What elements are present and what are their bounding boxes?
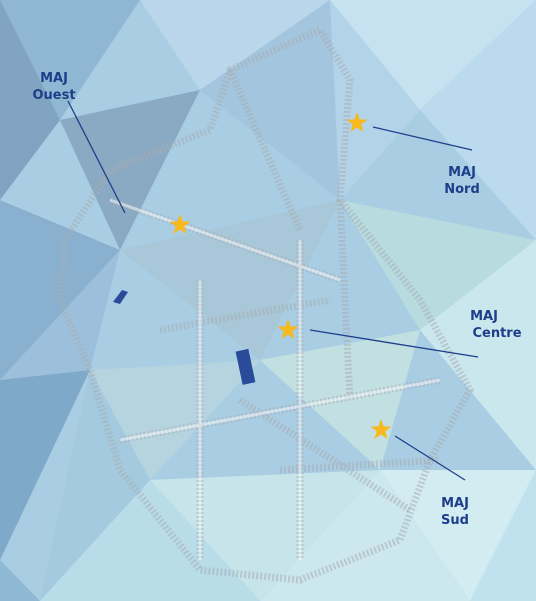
marker-label: MAJ	[40, 71, 68, 86]
leader-lines	[67, 100, 479, 481]
leader-line	[309, 329, 479, 358]
marker-label: Nord	[444, 182, 480, 197]
marker-label: MAJ	[470, 309, 498, 324]
leader-line	[372, 126, 473, 151]
marker-label: Centre	[472, 326, 521, 341]
leader-line	[394, 435, 466, 481]
labels: MAJ Ouest MAJ Nord MAJ Centre MAJ Sud	[32, 71, 521, 528]
marker-label: Sud	[441, 513, 469, 528]
marker-label: Ouest	[32, 88, 75, 103]
leader-line	[67, 100, 126, 214]
marker-label: MAJ	[441, 496, 469, 511]
district-outline	[56, 25, 475, 584]
marker-label: MAJ	[448, 165, 476, 180]
